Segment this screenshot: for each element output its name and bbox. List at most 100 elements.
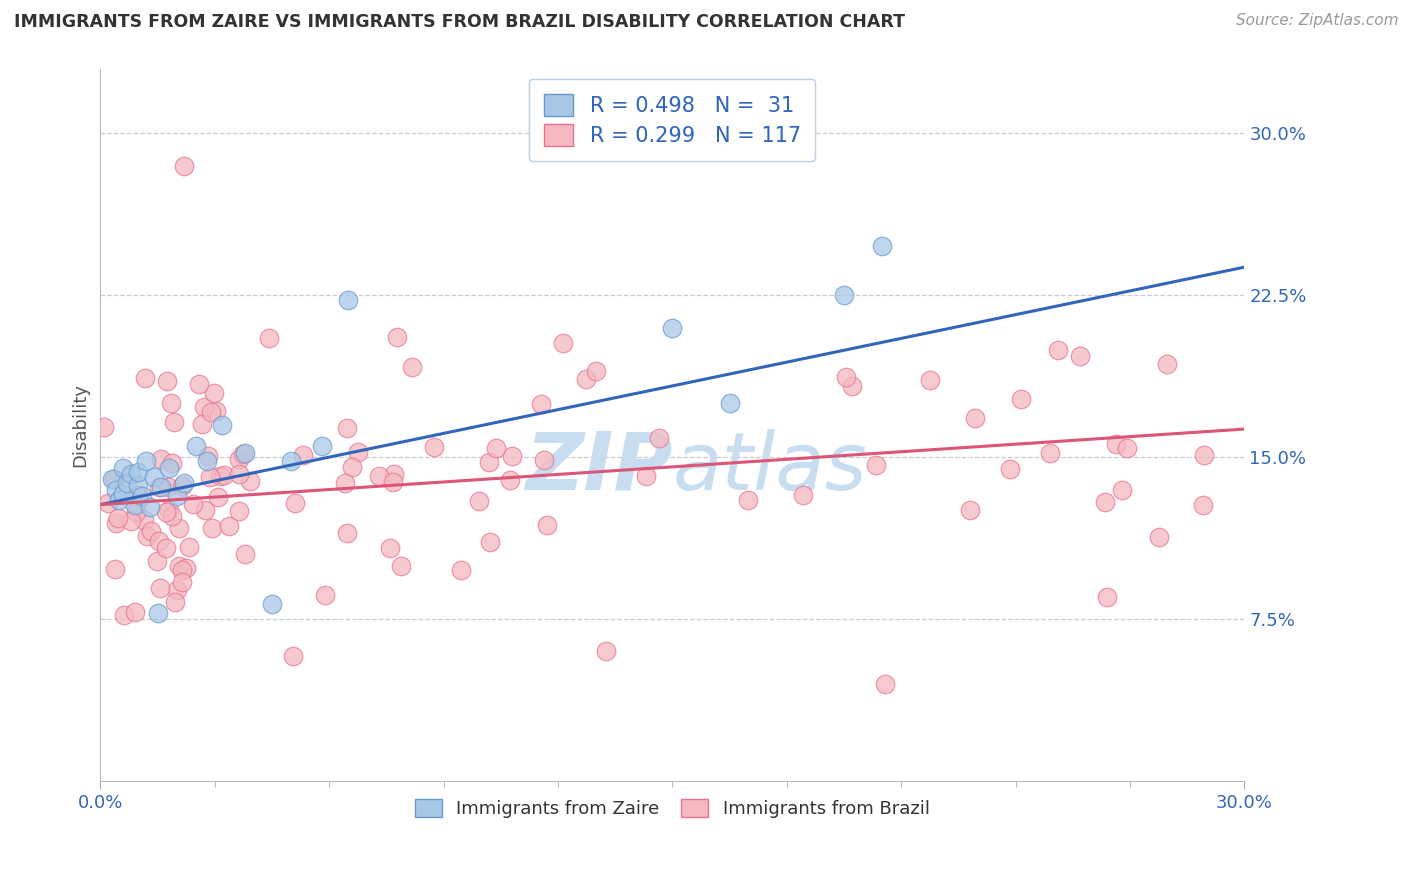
Point (135, 454, 157, 468)
Point (385, 330, 408, 344)
Point (257, 331, 280, 345)
Point (124, 605, 146, 619)
Point (194, 503, 217, 517)
Legend: Immigrants from Zaire, Immigrants from Brazil: Immigrants from Zaire, Immigrants from B… (408, 791, 936, 825)
Point (382, 467, 405, 481)
Point (228, 503, 250, 517)
Point (865, 458, 887, 472)
Point (160, 457, 183, 471)
Point (918, 373, 941, 387)
Point (148, 480, 170, 494)
Point (139, 524, 162, 538)
Point (112, 608, 135, 623)
Point (167, 521, 190, 535)
Point (368, 469, 391, 483)
Point (115, 476, 138, 491)
Point (108, 493, 131, 508)
Point (104, 516, 127, 530)
Point (212, 468, 235, 483)
Point (585, 364, 607, 378)
Point (146, 606, 169, 620)
Point (401, 360, 423, 375)
Point (204, 404, 226, 418)
Point (202, 385, 225, 400)
Point (155, 505, 177, 519)
Point (1046, 343, 1069, 357)
Point (336, 525, 359, 540)
Point (533, 453, 555, 467)
Point (228, 467, 250, 482)
Point (378, 541, 401, 556)
Point (1097, 591, 1119, 605)
Point (1147, 530, 1170, 544)
Point (1156, 357, 1178, 371)
Point (193, 401, 215, 415)
Point (200, 405, 222, 419)
Point (184, 439, 207, 453)
Point (479, 535, 502, 549)
Point (965, 410, 987, 425)
Point (127, 478, 149, 492)
Point (485, 441, 508, 455)
Point (235, 548, 257, 562)
Point (156, 480, 179, 494)
Point (595, 644, 617, 658)
Point (148, 534, 170, 549)
Text: ZIP: ZIP (524, 428, 672, 507)
Point (1039, 446, 1062, 460)
Point (260, 597, 283, 611)
Point (103, 472, 125, 486)
Point (218, 518, 240, 533)
Point (340, 460, 363, 475)
Point (870, 238, 893, 252)
Point (179, 540, 201, 554)
Point (211, 417, 233, 432)
Point (191, 417, 214, 432)
Point (145, 554, 167, 568)
Point (172, 479, 194, 493)
Point (136, 529, 159, 543)
Point (101, 472, 124, 486)
Point (209, 469, 232, 483)
Point (107, 511, 129, 525)
Point (187, 376, 209, 391)
Point (155, 541, 177, 555)
Point (718, 396, 741, 410)
Point (333, 476, 356, 491)
Point (284, 496, 307, 510)
Point (314, 588, 336, 602)
Point (165, 595, 187, 609)
Point (239, 474, 262, 488)
Point (575, 372, 598, 386)
Point (382, 475, 405, 490)
Point (160, 396, 183, 410)
Point (170, 574, 193, 589)
Point (195, 454, 218, 468)
Point (112, 487, 135, 501)
Point (166, 489, 188, 503)
Point (1010, 392, 1032, 407)
Point (280, 454, 302, 468)
Point (336, 421, 359, 435)
Point (228, 452, 250, 467)
Point (163, 415, 186, 429)
Point (530, 397, 553, 411)
Point (183, 497, 205, 511)
Point (142, 469, 165, 483)
Point (959, 503, 981, 517)
Point (832, 288, 855, 302)
Point (150, 480, 173, 494)
Point (648, 431, 671, 445)
Point (124, 498, 146, 512)
Point (125, 505, 148, 519)
Point (1111, 483, 1133, 497)
Point (1069, 349, 1091, 363)
Point (501, 449, 523, 463)
Point (232, 447, 254, 461)
Point (311, 439, 333, 453)
Point (661, 320, 683, 334)
Point (1115, 441, 1137, 455)
Point (634, 469, 657, 483)
Point (97, 496, 120, 510)
Point (120, 467, 142, 482)
